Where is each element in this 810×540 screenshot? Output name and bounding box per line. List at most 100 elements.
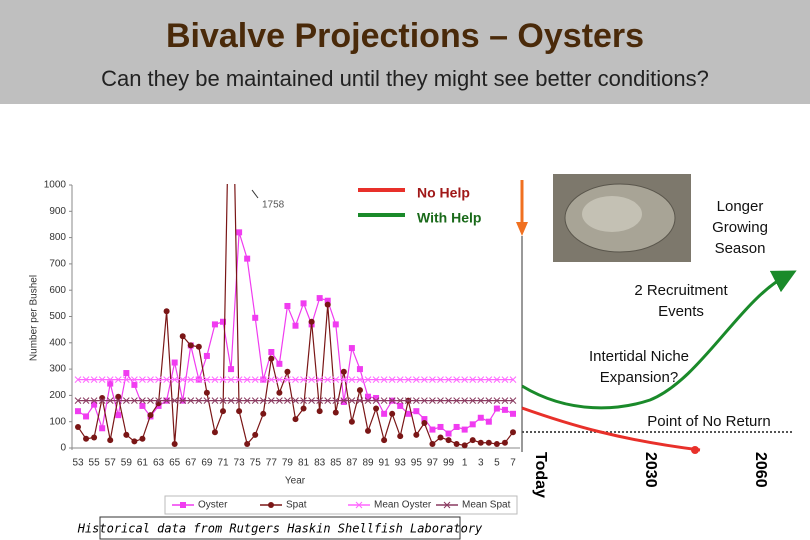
mean-marker xyxy=(171,397,179,405)
data-point xyxy=(75,423,81,430)
data-point xyxy=(397,402,404,409)
y-tick-label: 800 xyxy=(49,232,66,243)
x-tick-label: 71 xyxy=(217,458,229,469)
data-point xyxy=(300,405,307,412)
data-point xyxy=(453,441,460,448)
data-point xyxy=(220,408,226,415)
subtitle: Can they be maintained until they might … xyxy=(101,66,709,91)
data-point xyxy=(356,366,363,373)
no-help-end xyxy=(691,446,699,454)
data-point xyxy=(203,389,210,396)
mean-marker xyxy=(259,397,267,405)
diagram-label: 2 Recruitment Events xyxy=(634,282,728,320)
y-tick-label: 700 xyxy=(49,259,66,270)
data-point xyxy=(348,345,355,352)
mean-marker xyxy=(267,376,275,383)
data-point xyxy=(220,318,226,325)
diagram-legend-label: With Help xyxy=(417,210,481,226)
data-point xyxy=(397,433,404,440)
mean-marker xyxy=(493,376,501,383)
mean-marker xyxy=(195,376,203,383)
x-tick-label: 97 xyxy=(427,458,439,469)
mean-marker xyxy=(155,397,162,405)
diagram-legend-label: No Help xyxy=(417,185,470,201)
x-tick-label: 53 xyxy=(72,458,84,469)
mean-marker xyxy=(316,376,324,383)
mean-marker xyxy=(364,397,372,405)
mean-marker xyxy=(404,397,412,405)
mean-marker xyxy=(98,397,106,405)
legend-label: Mean Spat xyxy=(462,500,511,511)
timeline-label: 2030 xyxy=(642,452,659,488)
mean-marker xyxy=(469,397,477,405)
data-point xyxy=(131,438,138,445)
mean-marker xyxy=(509,397,517,405)
mean-marker xyxy=(203,397,211,405)
timeline-label: Today xyxy=(532,452,549,498)
mean-marker xyxy=(219,376,227,383)
x-tick-label: 65 xyxy=(169,458,181,469)
data-point xyxy=(83,413,90,420)
mean-marker xyxy=(122,376,130,383)
mean-marker xyxy=(163,376,170,383)
data-point xyxy=(340,368,347,375)
diagram-label: Intertidal Niche Expansion? xyxy=(589,348,689,386)
y-tick-label: 200 xyxy=(49,390,66,401)
timeline-label: 2060 xyxy=(752,452,769,488)
data-point xyxy=(493,441,500,448)
data-point xyxy=(405,410,412,417)
data-point xyxy=(107,380,114,387)
mean-marker xyxy=(324,397,332,405)
mean-marker xyxy=(485,376,493,383)
mean-marker xyxy=(251,397,259,405)
x-tick-label: 95 xyxy=(411,458,423,469)
mean-marker xyxy=(147,376,154,383)
mean-marker xyxy=(437,376,444,383)
data-point xyxy=(316,295,323,302)
mean-marker xyxy=(501,376,509,383)
diagram-label: Point of No Return xyxy=(647,413,770,430)
mean-marker xyxy=(404,376,412,383)
x-tick-label: 83 xyxy=(314,458,326,469)
data-point xyxy=(228,366,235,373)
title: Bivalve Projections – Oysters xyxy=(166,17,644,55)
data-point xyxy=(493,405,500,412)
y-tick-label: 900 xyxy=(49,206,66,217)
data-point xyxy=(348,418,355,425)
legend-marker xyxy=(180,502,186,508)
mean-marker xyxy=(308,397,315,405)
mean-marker xyxy=(147,397,154,405)
data-point xyxy=(211,429,218,436)
today-arrowhead xyxy=(516,222,528,236)
data-point xyxy=(123,370,130,377)
x-tick-label: 59 xyxy=(121,458,133,469)
data-point xyxy=(99,425,106,432)
data-point xyxy=(284,368,291,375)
mean-marker xyxy=(106,397,114,405)
plot xyxy=(74,184,517,449)
mean-marker xyxy=(139,397,146,405)
mean-marker xyxy=(340,376,348,383)
x-tick-label: 99 xyxy=(443,458,455,469)
x-tick-label: 57 xyxy=(105,458,117,469)
legend-label: Spat xyxy=(286,500,307,511)
mean-marker xyxy=(388,397,396,405)
mean-marker xyxy=(477,397,485,405)
data-point xyxy=(115,393,122,400)
mean-marker xyxy=(106,376,114,383)
y-tick-label: 100 xyxy=(49,416,66,427)
mean-marker xyxy=(461,376,469,383)
data-point xyxy=(324,297,331,304)
mean-marker xyxy=(90,376,98,383)
data-point xyxy=(292,416,299,423)
data-point xyxy=(413,408,420,415)
mean-marker xyxy=(429,376,436,383)
y-tick-label: 600 xyxy=(49,285,66,296)
mean-marker xyxy=(90,397,98,405)
mean-marker xyxy=(114,397,122,405)
mean-marker xyxy=(396,376,404,383)
mean-marker xyxy=(251,376,259,383)
data-point xyxy=(260,410,267,417)
data-point xyxy=(356,387,363,394)
mean-marker xyxy=(477,376,485,383)
